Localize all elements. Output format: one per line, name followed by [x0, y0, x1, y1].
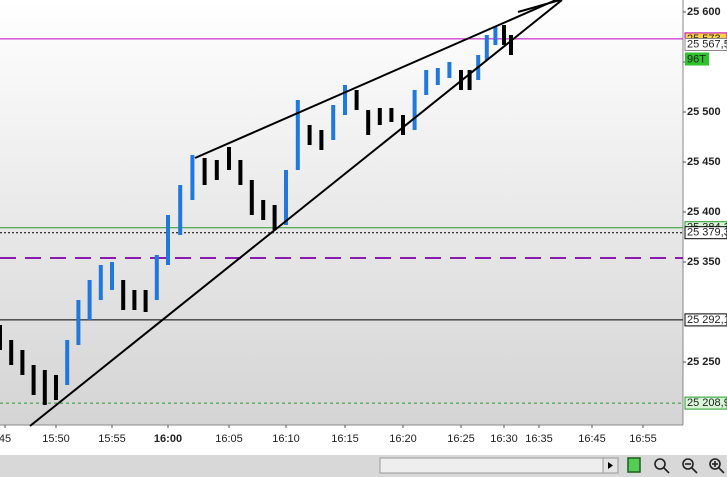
time-axis [0, 425, 683, 455]
price-bar [190, 155, 195, 200]
price-bar [54, 375, 58, 400]
price-bar [249, 180, 254, 215]
price-bar [401, 115, 405, 135]
price-bar [307, 125, 312, 145]
price-bar [509, 35, 513, 55]
price-bar [319, 130, 324, 150]
trendline [517, 0, 561, 13]
price-bar [214, 160, 219, 180]
price-bar [9, 340, 14, 365]
x-tick-label: 16:25 [447, 433, 475, 445]
price-bar [238, 160, 243, 185]
price-tag [684, 313, 727, 327]
y-tick-label: 25 600 [687, 6, 721, 18]
volume-tag [685, 52, 709, 66]
price-tag [684, 226, 727, 240]
tool-icon[interactable] [682, 458, 694, 470]
trendlines [29, 0, 563, 427]
price-bar [272, 205, 277, 230]
x-tick-label: 45 [0, 433, 11, 445]
x-tick-label: 16:00 [154, 433, 182, 445]
y-tick-label: 25 250 [687, 356, 721, 368]
y-tick-label: 25 350 [687, 256, 721, 268]
price-bar [110, 262, 114, 290]
y-tick-label: 25 400 [687, 206, 721, 218]
price-bar [202, 158, 207, 185]
price-bar [227, 147, 231, 170]
price-bar [412, 90, 417, 130]
last-price-tag [684, 38, 727, 51]
trendline [194, 0, 557, 159]
price-bar [121, 280, 126, 310]
price-bar [366, 110, 371, 135]
price-tag-label: 25 292,1 [687, 314, 727, 326]
price-bar [502, 25, 506, 45]
x-tick-label: 15:55 [98, 433, 126, 445]
tool-icon[interactable] [654, 458, 666, 470]
x-tick-label: 16:35 [525, 433, 553, 445]
price-tag [684, 396, 727, 410]
price-bar [143, 290, 148, 312]
price-bar [154, 255, 159, 300]
price-bar [178, 185, 183, 235]
price-bar [389, 108, 394, 122]
price-bar [493, 27, 498, 45]
x-tick-label: 16:45 [578, 433, 606, 445]
price-bar [42, 370, 47, 405]
tool-icon[interactable] [709, 458, 721, 470]
y-tick-label: 25 500 [687, 106, 721, 118]
price-bar [447, 62, 452, 78]
price-bar [354, 90, 359, 110]
x-tick-label: 16:05 [215, 433, 243, 445]
price-bar [98, 265, 103, 300]
price-bar [76, 300, 81, 345]
x-tick-label: 16:30 [490, 433, 518, 445]
price-bar [377, 108, 382, 125]
price-bar [484, 35, 489, 60]
x-tick-label: 16:10 [272, 433, 300, 445]
x-tick-label: 15:50 [42, 433, 70, 445]
price-bar [166, 215, 170, 265]
price-tag-label: 25 208,9 [687, 397, 727, 409]
x-tick-label: 16:15 [331, 433, 359, 445]
price-bar [424, 70, 429, 95]
price-bar [31, 365, 36, 395]
price-bar [343, 85, 347, 115]
trendline [29, 0, 563, 427]
price-bar [435, 68, 440, 85]
scrollbar[interactable] [379, 457, 619, 474]
x-tick-label: 16:55 [629, 433, 657, 445]
volume-tag-label: 96T [687, 53, 706, 65]
price-bar [0, 325, 2, 350]
price-tag-label: 25 379,3 [687, 227, 727, 239]
price-bar [65, 340, 70, 385]
price-bar [132, 290, 137, 310]
price-bar [20, 350, 25, 375]
zoom-tools[interactable] [627, 457, 725, 474]
arrow-icon [608, 462, 613, 469]
price-bar [467, 70, 472, 90]
price-bar [295, 100, 300, 170]
plot-area [0, 0, 683, 425]
x-tick-label: 16:20 [389, 433, 417, 445]
tool-icon[interactable] [627, 457, 641, 473]
price-bar [87, 280, 92, 320]
price-bar [331, 105, 336, 140]
last-price-label: 25 567,5 [687, 38, 727, 50]
price-bar [284, 170, 288, 225]
y-tick-label: 25 450 [687, 156, 721, 168]
price-bar [261, 200, 266, 220]
